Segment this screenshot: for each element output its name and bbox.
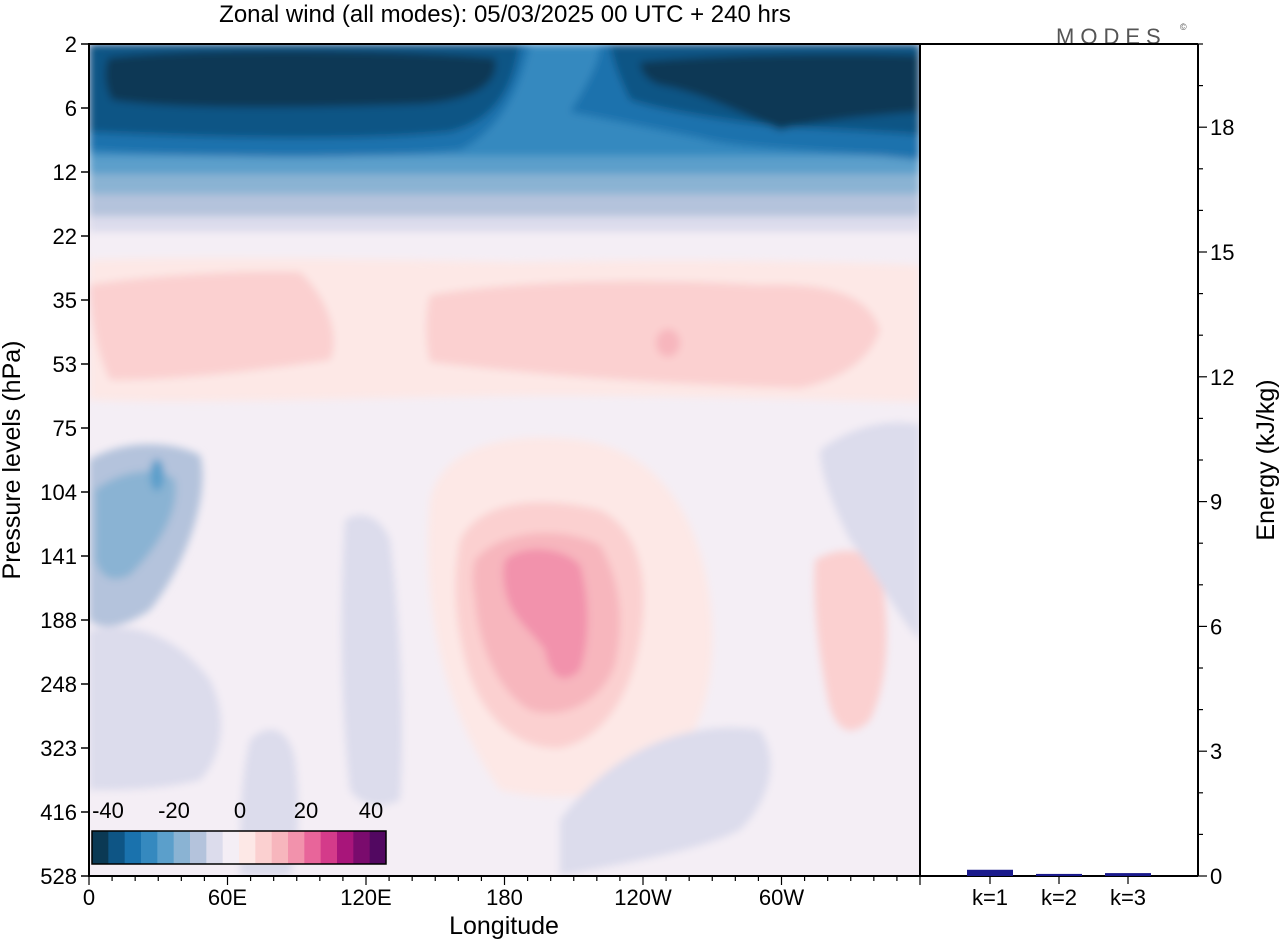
modes-logo-text: MODES xyxy=(1056,24,1167,49)
colorbar-cell xyxy=(369,831,387,864)
colorbar-tick-label: 40 xyxy=(359,798,383,823)
energy-tick-label: 18 xyxy=(1210,115,1234,140)
field-cell xyxy=(95,471,176,580)
energy-category-label: k=1 xyxy=(972,885,1008,910)
energy-tick-label: 9 xyxy=(1210,490,1222,515)
field-cell xyxy=(640,53,918,130)
pressure-tick-label: 53 xyxy=(53,352,77,377)
pressure-tick-label: 323 xyxy=(40,736,77,761)
field-cell xyxy=(105,50,496,108)
colorbar-tick-label: -40 xyxy=(92,798,124,823)
pressure-tick-label: 12 xyxy=(53,160,77,185)
pressure-tick-label: 248 xyxy=(40,672,77,697)
pressure-tick-label: 188 xyxy=(40,608,77,633)
colorbar-cell xyxy=(222,831,240,864)
field-cell xyxy=(341,515,402,806)
pressure-tick-label: 528 xyxy=(40,864,77,889)
colorbar-cell xyxy=(124,831,142,864)
energy-tick-label: 3 xyxy=(1210,739,1222,764)
longitude-axis: 0 60E 120E 180 120W 60W xyxy=(83,876,921,910)
colorbar-cell xyxy=(255,831,273,864)
pressure-axis: 2 6 12 22 35 53 75 104 141 188 248 323 416 528 xyxy=(40,32,89,889)
field-cell xyxy=(150,459,164,491)
colorbar-cell xyxy=(337,831,354,864)
pressure-tick-label: 104 xyxy=(40,480,77,505)
energy-bar xyxy=(1036,873,1082,876)
colorbar-tick-label: 20 xyxy=(294,798,318,823)
contour-field xyxy=(89,44,920,876)
colorbar-cell xyxy=(239,831,256,864)
pressure-tick-label: 141 xyxy=(40,544,77,569)
field-cell xyxy=(426,281,880,388)
energy-axis-label: Energy (kJ/kg) xyxy=(1252,379,1280,540)
pressure-axis-label: Pressure levels (hPa) xyxy=(0,341,26,580)
energy-tick-label: 15 xyxy=(1210,240,1234,265)
field-cell xyxy=(560,727,771,876)
field-cell xyxy=(503,549,588,679)
colorbar-cell xyxy=(271,831,289,864)
colorbar-cell xyxy=(288,831,305,864)
colorbar-cell xyxy=(353,831,371,864)
longitude-tick-label: 120E xyxy=(340,885,391,910)
longitude-tick-label: 180 xyxy=(486,885,523,910)
colorbar-cells xyxy=(92,831,387,864)
field-cell xyxy=(820,422,920,640)
field-band xyxy=(89,232,920,260)
longitude-tick-label: 0 xyxy=(83,885,95,910)
energy-tick-label: 6 xyxy=(1210,614,1222,639)
energy-tick-label: 0 xyxy=(1210,864,1222,889)
colorbar-cell xyxy=(157,831,175,864)
chart-title: Zonal wind (all modes): 05/03/2025 00 UT… xyxy=(219,1,791,28)
colorbar-cell xyxy=(141,831,158,864)
longitude-axis-label: Longitude xyxy=(449,912,559,940)
field-cell xyxy=(89,627,221,790)
colorbar-frame xyxy=(91,830,387,865)
energy-axis: 0 3 6 9 12 15 18 xyxy=(1198,43,1234,889)
longitude-tick-label: 60W xyxy=(759,885,804,910)
pressure-tick-label: 75 xyxy=(53,416,77,441)
colorbar-cell xyxy=(92,831,109,864)
longitude-tick-label: 60E xyxy=(208,885,247,910)
pressure-tick-label: 2 xyxy=(65,32,77,57)
pressure-tick-label: 35 xyxy=(53,288,77,313)
colorbar-cell xyxy=(320,831,338,864)
energy-bar xyxy=(967,869,1013,876)
colorbar-cell xyxy=(190,831,207,864)
modes-logo-mark: © xyxy=(1180,22,1193,32)
field-cell xyxy=(89,271,334,380)
colorbar-cell xyxy=(206,831,224,864)
pressure-tick-label: 416 xyxy=(40,800,77,825)
field-cell xyxy=(814,550,887,731)
energy-tick-label: 12 xyxy=(1210,365,1234,390)
longitude-tick-label: 120W xyxy=(614,885,672,910)
colorbar-cell xyxy=(304,831,322,864)
colorbar-cell xyxy=(108,831,126,864)
colorbar: -40 -20 0 20 40 xyxy=(91,798,387,865)
field-cell xyxy=(656,329,680,357)
energy-categories: k=1 k=2 k=3 xyxy=(972,876,1146,910)
colorbar-tick-label: 0 xyxy=(234,798,246,823)
pressure-tick-label: 22 xyxy=(53,224,77,249)
energy-bars xyxy=(967,869,1151,876)
energy-category-label: k=2 xyxy=(1041,885,1077,910)
colorbar-cell xyxy=(173,831,191,864)
pressure-tick-label: 6 xyxy=(65,96,77,121)
energy-bar xyxy=(1105,873,1151,876)
colorbar-tick-label: -20 xyxy=(158,798,190,823)
energy-category-label: k=3 xyxy=(1110,885,1146,910)
